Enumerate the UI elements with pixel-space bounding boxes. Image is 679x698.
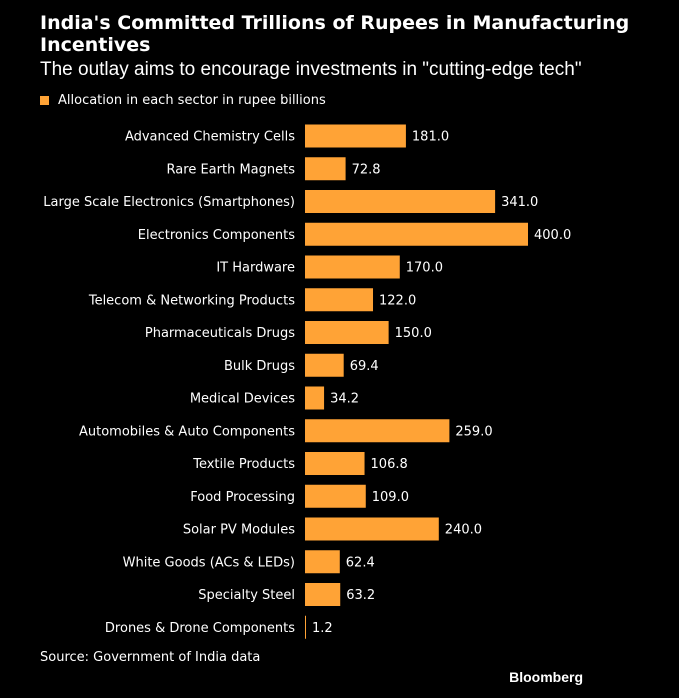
category-label: Large Scale Electronics (Smartphones)	[43, 195, 295, 210]
category-label: White Goods (ACs & LEDs)	[123, 555, 295, 570]
bar	[305, 419, 450, 443]
bar	[305, 517, 439, 541]
value-label: 69.4	[350, 359, 379, 374]
category-label: Automobiles & Auto Components	[79, 424, 295, 439]
legend: Allocation in each sector in rupee billi…	[40, 90, 326, 110]
category-label: Textile Products	[192, 457, 295, 472]
value-label: 106.8	[371, 457, 408, 472]
category-label: IT Hardware	[216, 261, 295, 276]
category-label: Solar PV Modules	[183, 523, 295, 538]
category-label: Bulk Drugs	[224, 359, 295, 374]
legend-label: Allocation in each sector in rupee billi…	[58, 92, 326, 108]
category-label: Medical Devices	[190, 392, 295, 407]
bar	[305, 222, 528, 246]
legend-swatch	[40, 95, 49, 105]
value-label: 34.2	[330, 392, 359, 407]
bar	[305, 583, 341, 606]
chart-subtitle: The outlay aims to encourage investments…	[40, 59, 582, 80]
value-label: 400.0	[534, 228, 571, 243]
value-label: 240.0	[445, 523, 482, 538]
chart-title: India's Committed Trillions of Rupees in…	[40, 12, 630, 56]
value-label: 62.4	[346, 555, 375, 570]
category-label: Food Processing	[190, 490, 295, 505]
bar	[305, 288, 374, 312]
bar	[305, 615, 306, 639]
bar	[305, 190, 496, 213]
value-label: 63.2	[346, 588, 375, 603]
value-label: 150.0	[395, 326, 432, 341]
value-label: 341.0	[501, 195, 538, 210]
bar	[305, 255, 400, 279]
value-label: 170.0	[406, 261, 443, 276]
category-label: Electronics Components	[138, 228, 295, 243]
bar	[305, 321, 389, 344]
category-label: Drones & Drone Components	[105, 621, 295, 636]
value-label: 109.0	[372, 490, 409, 505]
value-label: 1.2	[312, 621, 333, 636]
category-label: Pharmaceuticals Drugs	[145, 326, 295, 341]
bar	[305, 353, 344, 377]
category-label: Specialty Steel	[198, 588, 295, 603]
bar	[305, 484, 366, 508]
bar	[305, 452, 365, 475]
value-label: 72.8	[352, 162, 381, 177]
bar	[305, 124, 406, 148]
bar	[305, 550, 340, 574]
source-note: Source: Government of India data	[40, 650, 261, 665]
category-label: Telecom & Networking Products	[88, 293, 295, 308]
value-label: 181.0	[412, 130, 449, 145]
bar	[305, 386, 325, 410]
category-label: Advanced Chemistry Cells	[125, 130, 295, 145]
bar	[305, 157, 346, 181]
value-label: 259.0	[455, 424, 492, 439]
bloomberg-logo: Bloomberg	[509, 669, 583, 685]
category-label: Rare Earth Magnets	[167, 162, 296, 177]
value-label: 122.0	[379, 293, 416, 308]
